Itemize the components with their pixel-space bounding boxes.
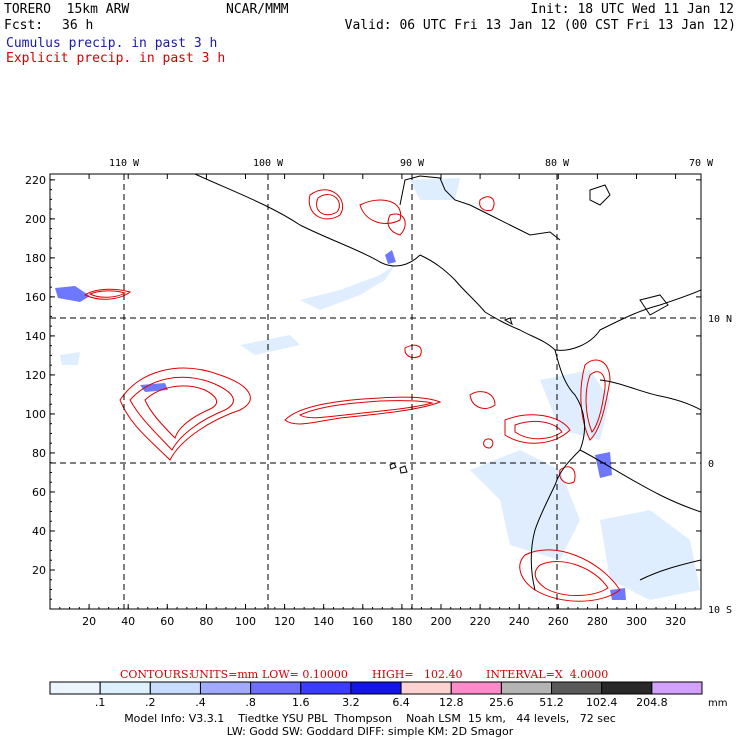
longitude-label: 100 W bbox=[253, 158, 284, 169]
contour-high: HIGH= 102.40 bbox=[372, 668, 463, 681]
x-tick-label: 180 bbox=[391, 615, 412, 628]
colorbar-label: 204.8 bbox=[636, 696, 668, 709]
colorbar-unit: mm bbox=[708, 698, 727, 709]
x-tick-label: 20 bbox=[82, 615, 96, 628]
colorbar-swatch bbox=[400, 681, 452, 695]
colorbar-label: 3.2 bbox=[342, 696, 360, 709]
contour-units: UNITS=mm bbox=[190, 668, 259, 681]
latitude-label: 10 N bbox=[708, 314, 732, 325]
forecast-hour: 36 h bbox=[62, 18, 94, 33]
colorbar-swatch bbox=[149, 681, 201, 695]
latitude-label: 10 S bbox=[708, 605, 732, 616]
colorbar-swatch bbox=[49, 681, 101, 695]
colorbar-swatch bbox=[551, 681, 603, 695]
x-tick-label: 260 bbox=[548, 615, 569, 628]
axes: 20 40 60 80 100 120 140 160 180 200 220 240 260 280 30… bbox=[25, 158, 732, 628]
colorbar-label: .1 bbox=[95, 696, 106, 709]
longitude-label: 70 W bbox=[689, 158, 714, 169]
valid-time: Valid: 06 UTC Fri 13 Jan 12 (00 CST Fri … bbox=[344, 18, 736, 33]
x-tick-label: 100 bbox=[235, 615, 256, 628]
colorbar-label: 12.8 bbox=[439, 696, 464, 709]
y-tick-label: 120 bbox=[25, 369, 46, 382]
x-tick-label: 240 bbox=[509, 615, 530, 628]
y-tick-label: 60 bbox=[32, 486, 46, 499]
x-tick-label: 120 bbox=[274, 615, 295, 628]
contour-interval: INTERVAL=X 4.0000 bbox=[486, 668, 609, 681]
x-tick-label: 320 bbox=[665, 615, 686, 628]
map-frame bbox=[49, 173, 702, 610]
model-info-line1: Model Info: V3.3.1 Tiedtke YSU PBL Thomp… bbox=[124, 712, 616, 725]
y-tick-label: 20 bbox=[32, 564, 46, 577]
cumulus-legend: Cumulus precip. in past 3 h bbox=[6, 36, 218, 51]
latlon-grid bbox=[50, 174, 701, 609]
precip-field bbox=[55, 178, 700, 602]
explicit-legend: Explicit precip. in past 3 h bbox=[6, 51, 226, 66]
x-tick-label: 140 bbox=[313, 615, 334, 628]
contour-label: CONTOURS: bbox=[120, 668, 193, 681]
colorbar-swatch bbox=[199, 681, 252, 695]
y-tick-label: 200 bbox=[25, 213, 46, 226]
colorbar-swatch bbox=[300, 681, 352, 695]
x-tick-label: 280 bbox=[587, 615, 608, 628]
y-tick-label: 220 bbox=[25, 174, 46, 187]
org-label: NCAR/MMM bbox=[226, 2, 289, 17]
colorbar-swatch bbox=[99, 681, 151, 695]
x-tick-label: 200 bbox=[430, 615, 451, 628]
colorbar: .1 .2 .4 .8 1.6 3.2 6.4 12.8 25.6 51.2 102.4 204.8 m… bbox=[49, 681, 727, 709]
colorbar-swatch bbox=[601, 681, 653, 695]
colorbar-label: 1.6 bbox=[292, 696, 310, 709]
colorbar-label: 6.4 bbox=[392, 696, 410, 709]
x-tick-label: 40 bbox=[121, 615, 135, 628]
y-tick-label: 140 bbox=[25, 330, 46, 343]
latitude-label: 0 bbox=[708, 459, 714, 470]
longitude-label: 90 W bbox=[400, 158, 425, 169]
colorbar-swatch bbox=[500, 681, 553, 695]
coastlines bbox=[194, 174, 701, 591]
contour-low: LOW= 0.10000 bbox=[262, 668, 348, 681]
colorbar-swatch bbox=[350, 681, 402, 695]
colorbar-swatch bbox=[450, 681, 502, 695]
y-tick-label: 100 bbox=[25, 408, 46, 421]
x-tick-label: 80 bbox=[199, 615, 213, 628]
x-tick-label: 300 bbox=[626, 615, 647, 628]
y-tick-label: 40 bbox=[32, 525, 46, 538]
colorbar-label: .8 bbox=[245, 696, 256, 709]
model-title: TORERO 15km ARW bbox=[4, 2, 130, 17]
forecast-label: Fcst: bbox=[4, 18, 44, 33]
model-info-line2: LW: Godd SW: Goddard DIFF: simple KM: 2D… bbox=[226, 725, 514, 738]
colorbar-label: .2 bbox=[145, 696, 156, 709]
colorbar-label: 25.6 bbox=[489, 696, 514, 709]
x-tick-label: 60 bbox=[160, 615, 174, 628]
longitude-label: 80 W bbox=[545, 158, 570, 169]
longitude-label: 110 W bbox=[109, 158, 140, 169]
colorbar-swatch bbox=[651, 681, 703, 695]
colorbar-swatch bbox=[250, 681, 302, 695]
init-time: Init: 18 UTC Wed 11 Jan 12 bbox=[530, 2, 735, 17]
y-tick-label: 80 bbox=[32, 447, 46, 460]
colorbar-label: .4 bbox=[195, 696, 206, 709]
x-tick-label: 220 bbox=[470, 615, 491, 628]
y-tick-label: 180 bbox=[25, 252, 46, 265]
colorbar-label: 102.4 bbox=[586, 696, 618, 709]
colorbar-label: 51.2 bbox=[539, 696, 564, 709]
x-tick-label: 160 bbox=[352, 615, 373, 628]
y-tick-label: 160 bbox=[25, 291, 46, 304]
